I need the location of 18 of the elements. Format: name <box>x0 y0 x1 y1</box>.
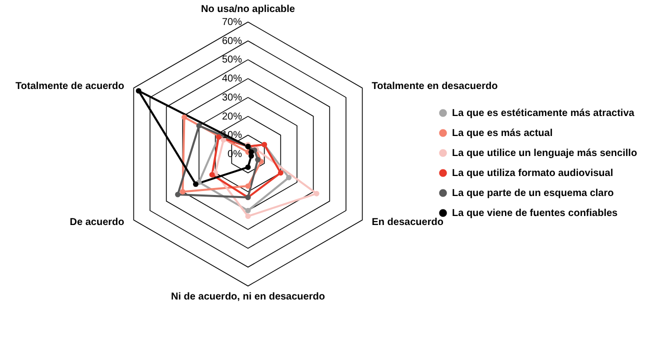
legend-label: La que parte de un esquema claro <box>452 188 614 199</box>
spoke-label: Totalmente en desacuerdo <box>372 81 498 92</box>
y-tick-label: 50% <box>222 54 242 66</box>
legend-label: La que es estéticamente más atractiva <box>452 108 635 119</box>
y-tick-label: 40% <box>222 74 242 85</box>
legend-label: La que utiliza formato audiovisual <box>452 168 614 179</box>
legend-label: La que es más actual <box>452 128 553 139</box>
y-tick-label: 70% <box>222 17 242 28</box>
y-tick-label: 60% <box>222 36 242 47</box>
legend-label: La que viene de fuentes confiables <box>452 208 618 219</box>
spoke-label: No usa/no aplicable <box>201 4 296 15</box>
spoke-label: Ni de acuerdo, ni en desacuerdo <box>171 292 325 303</box>
y-tick-label: 30% <box>222 92 242 104</box>
spoke-label: De acuerdo <box>70 216 124 228</box>
spoke-label: Totalmente de acuerdo <box>16 81 124 92</box>
y-tick-label: 20% <box>222 111 242 122</box>
legend-label: La que utilice un lenguaje más sencillo <box>452 148 638 159</box>
spoke-label: En desacuerdo <box>372 216 444 228</box>
